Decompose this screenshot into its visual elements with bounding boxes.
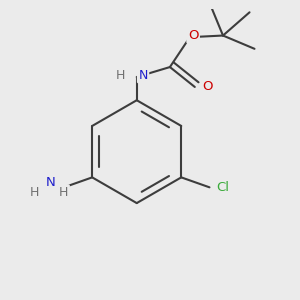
Text: O: O <box>188 29 198 42</box>
Text: H: H <box>59 186 68 199</box>
Text: H: H <box>30 186 39 199</box>
Text: O: O <box>202 80 213 94</box>
Text: Cl: Cl <box>216 181 229 194</box>
Text: H: H <box>116 69 125 82</box>
Text: N: N <box>46 176 56 189</box>
Text: N: N <box>138 69 148 82</box>
